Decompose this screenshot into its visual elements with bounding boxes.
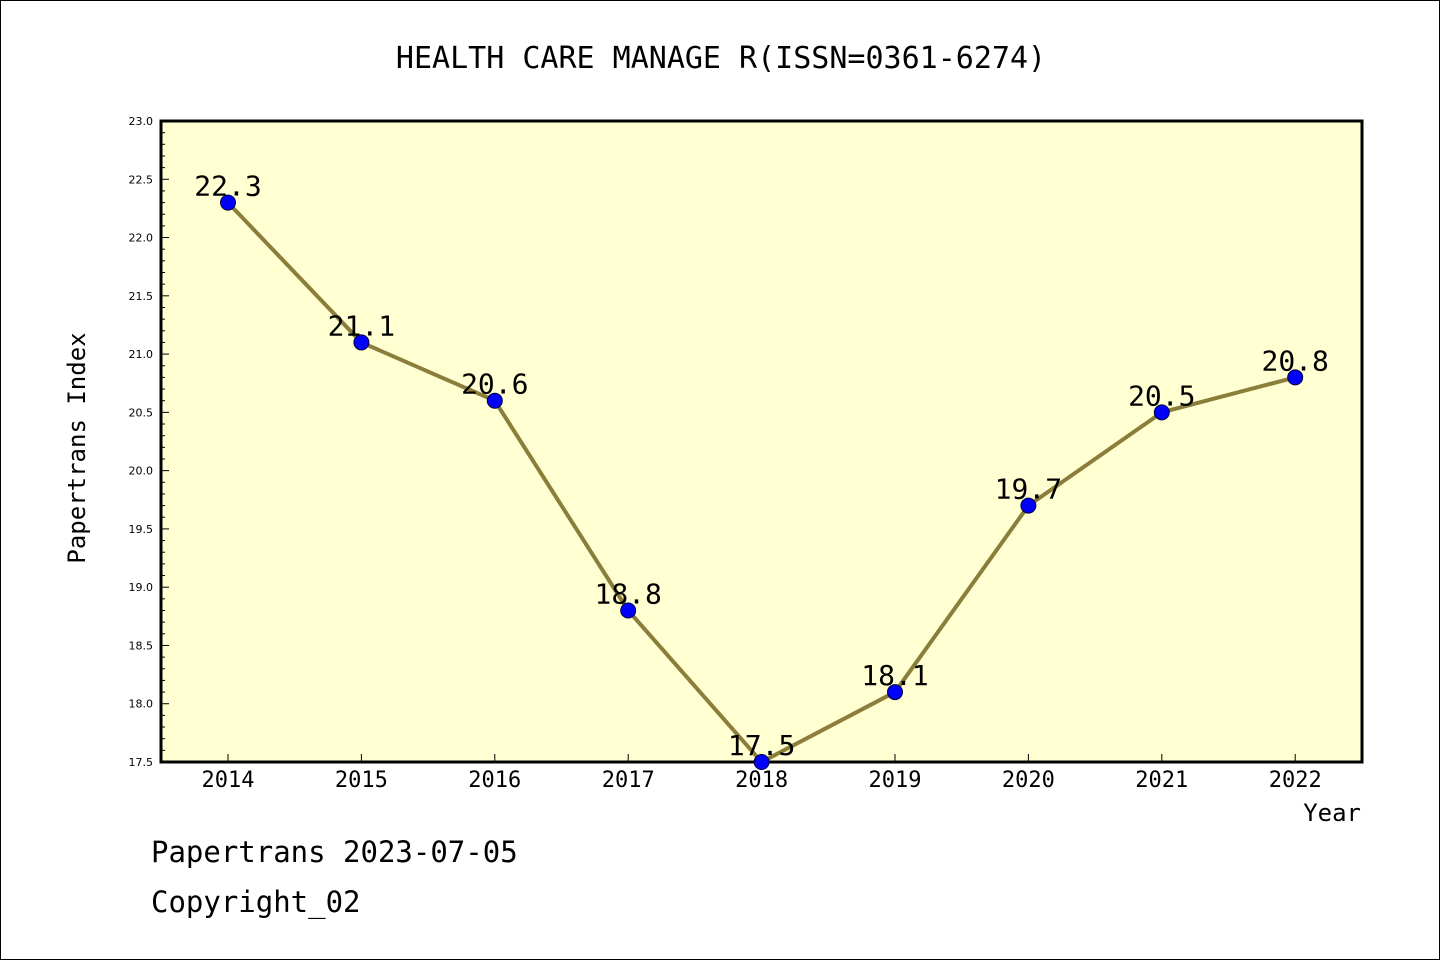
y-axis: 17.5 18.0 18.5 19.0 19.5 20.0 20.5 21.0 21.5 22.0… — [129, 115, 169, 769]
data-point — [220, 194, 236, 211]
data-label: 19.7 — [995, 473, 1062, 506]
data-label: 20.6 — [461, 368, 528, 401]
data-point — [486, 392, 503, 409]
x-tick-label: 2014 — [202, 768, 255, 793]
data-point — [353, 334, 370, 351]
data-label: 20.5 — [1128, 379, 1195, 412]
y-tick-label: 17.5 — [129, 756, 154, 769]
y-tick-label: 23.0 — [129, 115, 154, 128]
y-axis-title: Papertrans Index — [63, 332, 91, 563]
data-label: 17.5 — [728, 729, 795, 762]
data-point — [620, 602, 637, 619]
footer-date: Papertrans 2023-07-05 — [151, 835, 518, 869]
data-label: 18.8 — [594, 577, 661, 610]
data-point — [887, 684, 903, 701]
series-layer — [220, 194, 1304, 770]
x-tick-label: 2022 — [1269, 768, 1322, 793]
chart-title: HEALTH CARE MANAGE R(ISSN=0361-6274) — [396, 41, 1046, 76]
y-tick-label: 22.0 — [129, 232, 154, 245]
data-point — [1153, 404, 1170, 421]
x-tick-label: 2017 — [602, 768, 655, 793]
data-point — [1020, 497, 1037, 514]
data-label: 20.8 — [1261, 344, 1328, 377]
x-tick-label: 2019 — [869, 768, 922, 793]
data-point — [1287, 369, 1304, 386]
data-point — [753, 754, 770, 770]
plot-area — [159, 119, 1364, 764]
data-label-layer: 22.3 21.1 20.6 18.8 17.5 18.1 19.7 20.5 20.8 — [194, 170, 1329, 762]
x-tick-label: 2015 — [335, 768, 388, 793]
data-label: 21.1 — [328, 309, 395, 342]
x-tick-label: 2018 — [735, 768, 788, 793]
x-tick-label: 2016 — [468, 768, 521, 793]
x-axis: 2014 2015 2016 2017 2018 2019 2020 2021 2022 — [202, 754, 1322, 793]
y-tick-label: 18.5 — [129, 639, 154, 652]
y-tick-label: 20.5 — [129, 406, 154, 419]
x-tick-label: 2021 — [1135, 768, 1188, 793]
footer-copyright: Copyright_02 — [151, 885, 361, 919]
y-tick-label: 21.5 — [129, 290, 154, 303]
x-tick-label: 2020 — [1002, 768, 1055, 793]
y-tick-label: 19.5 — [129, 523, 154, 536]
y-tick-label: 20.0 — [129, 465, 154, 478]
x-axis-title: Year — [1303, 799, 1361, 827]
y-tick-label: 19.0 — [129, 581, 154, 594]
y-tick-label: 21.0 — [129, 348, 154, 361]
data-label: 18.1 — [861, 659, 928, 692]
y-tick-label: 18.0 — [129, 698, 154, 711]
y-tick-label: 22.5 — [129, 173, 154, 186]
data-label: 22.3 — [194, 170, 261, 203]
